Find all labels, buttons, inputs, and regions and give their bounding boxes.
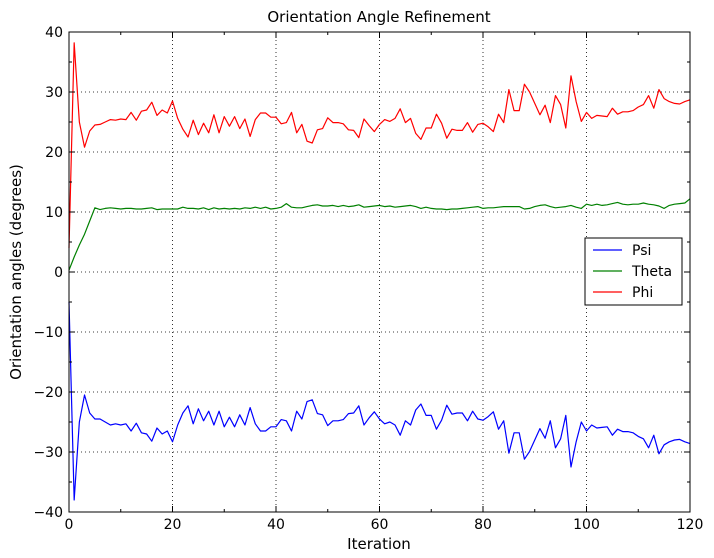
x-tick-label: 80 [474, 517, 492, 533]
y-tick-label: −40 [33, 505, 63, 521]
y-tick-label: −30 [33, 445, 63, 461]
series-line-theta [68, 198, 691, 271]
y-tick-label: 30 [45, 85, 63, 101]
x-tick-label: 100 [573, 517, 600, 533]
x-tick-label: 40 [267, 517, 285, 533]
y-tick-labels: −40 −30 −20 −10 0 10 20 30 40 [33, 25, 63, 521]
series-line-psi [68, 301, 691, 501]
legend-label-phi: Phi [632, 285, 653, 301]
y-tick-label: 0 [54, 265, 63, 281]
series-layer [68, 42, 691, 501]
y-axis-label: Orientation angles (degrees) [7, 164, 25, 380]
legend-label-theta: Theta [631, 264, 672, 280]
grid [69, 32, 690, 512]
y-tick-label: 10 [45, 205, 63, 221]
x-axis-label: Iteration [347, 535, 411, 553]
legend: Psi Theta Phi [584, 237, 683, 306]
y-tick-label: −20 [33, 385, 63, 401]
x-tick-label: 0 [65, 517, 74, 533]
y-tick-label: 20 [45, 145, 63, 161]
x-tick-label: 120 [677, 517, 704, 533]
ticks [68, 31, 691, 513]
series-line-phi [68, 42, 691, 249]
legend-label-psi: Psi [632, 243, 651, 259]
chart-title: Orientation Angle Refinement [267, 8, 490, 26]
x-tick-label: 20 [164, 517, 182, 533]
x-tick-labels: 0 20 40 60 80 100 120 [65, 517, 704, 533]
y-tick-label: 40 [45, 25, 63, 41]
y-tick-label: −10 [33, 325, 63, 341]
x-tick-label: 60 [371, 517, 389, 533]
